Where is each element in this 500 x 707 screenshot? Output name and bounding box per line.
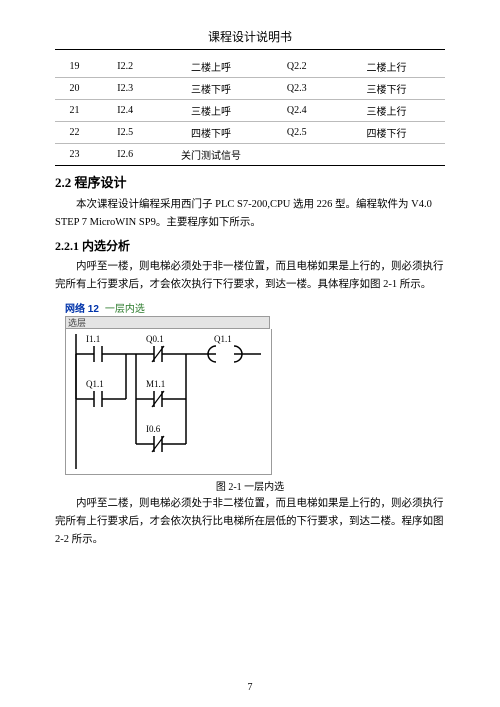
paragraph: 本次课程设计编程采用西门子 PLC S7-200,CPU 选用 226 型。编程… [55, 196, 445, 233]
io-table: 19 I2.2 二楼上呼 Q2.2 二楼上行 20 I2.3 三楼下呼 Q2.3… [55, 56, 445, 166]
heading-2-2-1: 2.2.1 内选分析 [55, 237, 445, 254]
cell-out-desc [328, 144, 445, 166]
cell-out: Q2.5 [266, 122, 328, 144]
table-row: 21 I2.4 三楼上呼 Q2.4 三楼上行 [55, 100, 445, 122]
cell-idx: 23 [55, 144, 94, 166]
cell-out: Q2.3 [266, 78, 328, 100]
cell-in: I2.6 [94, 144, 156, 166]
cell-out [266, 144, 328, 166]
ladder-diagram: 网络 12 一层内选 选层 I1.1 Q0.1 [65, 300, 445, 475]
cell-out-desc: 三楼上行 [328, 100, 445, 122]
heading-2-2: 2.2 程序设计 [55, 172, 445, 191]
table-row: 22 I2.5 四楼下呼 Q2.5 四楼下行 [55, 122, 445, 144]
cell-out-desc: 四楼下行 [328, 122, 445, 144]
cell-in: I2.2 [94, 56, 156, 78]
svg-text:Q1.1: Q1.1 [214, 334, 232, 344]
svg-text:Q0.1: Q0.1 [146, 334, 164, 344]
table-row: 19 I2.2 二楼上呼 Q2.2 二楼上行 [55, 56, 445, 78]
cell-idx: 22 [55, 122, 94, 144]
cell-idx: 20 [55, 78, 94, 100]
cell-out: Q2.2 [266, 56, 328, 78]
ladder-comment-bar: 选层 [65, 316, 270, 329]
ladder-network-text: 一层内选 [105, 300, 145, 315]
cell-out-desc: 三楼下行 [328, 78, 445, 100]
figure-caption-2-1: 图 2-1 一层内选 [55, 478, 445, 493]
page-header-title: 课程设计说明书 [55, 28, 445, 50]
paragraph: 内呼至一楼，则电梯必须处于非一楼位置，而且电梯如果是上行的，则必须执行完所有上行… [55, 258, 445, 295]
svg-text:Q1.1: Q1.1 [86, 379, 104, 389]
svg-text:M1.1: M1.1 [146, 379, 165, 389]
table-row: 20 I2.3 三楼下呼 Q2.3 三楼下行 [55, 78, 445, 100]
cell-in: I2.5 [94, 122, 156, 144]
ladder-network-label: 网络 12 [65, 300, 99, 315]
cell-in-desc: 二楼上呼 [156, 56, 265, 78]
cell-idx: 19 [55, 56, 94, 78]
ladder-svg: I1.1 Q0.1 Q1.1 [65, 329, 272, 475]
page-number: 7 [0, 682, 500, 693]
table-row: 23 I2.6 关门测试信号 [55, 144, 445, 166]
cell-out: Q2.4 [266, 100, 328, 122]
cell-in: I2.4 [94, 100, 156, 122]
cell-in-desc: 三楼上呼 [156, 100, 265, 122]
svg-text:I0.6: I0.6 [146, 424, 161, 434]
cell-in-desc: 三楼下呼 [156, 78, 265, 100]
paragraph: 内呼至二楼，则电梯必须处于非二楼位置，而且电梯如果是上行的，则必须执行完所有上行… [55, 495, 445, 550]
cell-in: I2.3 [94, 78, 156, 100]
cell-in-desc: 关门测试信号 [156, 144, 265, 166]
cell-idx: 21 [55, 100, 94, 122]
cell-in-desc: 四楼下呼 [156, 122, 265, 144]
cell-out-desc: 二楼上行 [328, 56, 445, 78]
svg-text:I1.1: I1.1 [86, 334, 100, 344]
